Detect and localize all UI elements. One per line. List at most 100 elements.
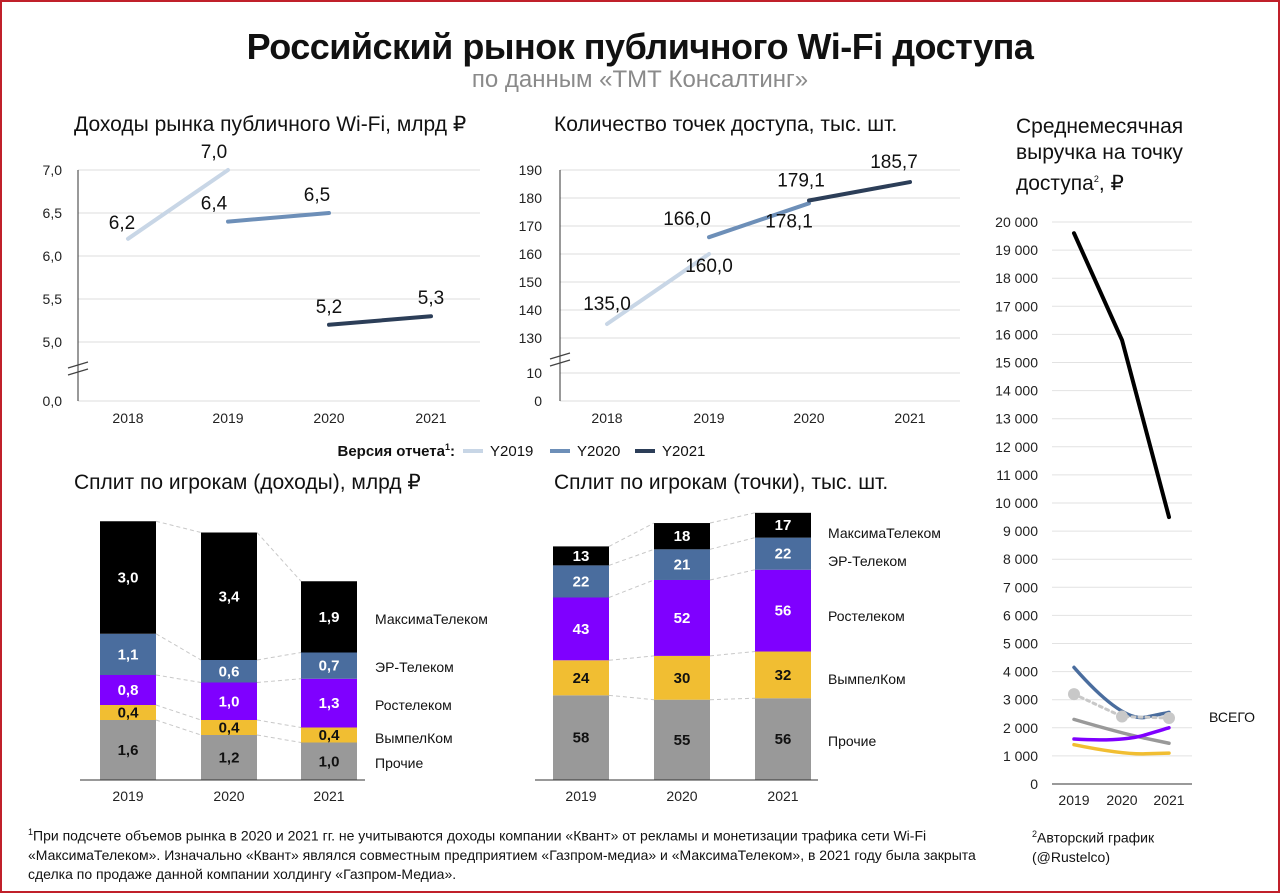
bar-segment-прочие bbox=[301, 742, 357, 780]
bar-segment-ростелеком bbox=[301, 678, 357, 728]
legend-title: Версия отчета1: bbox=[337, 442, 455, 460]
y-tick-label: 18 000 bbox=[995, 270, 1038, 286]
y-tick-label: 9 000 bbox=[1003, 523, 1038, 539]
bar-connector bbox=[256, 678, 302, 683]
bar-connector bbox=[256, 719, 302, 728]
page-title: Российский рынок публичного Wi-Fi доступ… bbox=[246, 26, 1034, 67]
bar-segment-эр-телеком bbox=[100, 633, 156, 675]
bar-segment-эр-телеком bbox=[654, 549, 710, 580]
series-line-y2019 bbox=[126, 168, 230, 241]
x-tick-label: 2019 bbox=[693, 410, 724, 426]
bar-connector bbox=[709, 651, 756, 657]
footnote-2-text: Авторский график bbox=[1037, 829, 1155, 846]
revenue-chart-title: Доходы рынка публичного Wi-Fi, млрд ₽ bbox=[74, 113, 467, 136]
bar-label: 1,3 bbox=[319, 695, 340, 712]
series-point-total bbox=[1163, 711, 1175, 724]
y-tick-label: 6 000 bbox=[1003, 607, 1038, 623]
bar-segment-ростелеком bbox=[654, 579, 710, 656]
y-tick-label: 130 bbox=[519, 330, 543, 346]
arpu-chart-title: Среднемесячная выручка на точку доступа2… bbox=[1016, 114, 1256, 197]
x-tick-label: 2018 bbox=[591, 410, 622, 426]
y-tick-label: 17 000 bbox=[995, 298, 1038, 314]
bar-label: 1,6 bbox=[118, 742, 139, 759]
bar-connector bbox=[155, 704, 202, 721]
axis-break-mark bbox=[549, 359, 571, 367]
bar-connector bbox=[155, 674, 202, 683]
y-tick-label: 0,0 bbox=[43, 393, 63, 409]
series-label-ростелеком: Ростелеком bbox=[828, 608, 905, 624]
data-label: 6,5 bbox=[304, 185, 330, 206]
series-line-y2021 bbox=[327, 314, 433, 327]
series-point-total bbox=[1116, 710, 1128, 723]
y-tick-label: 190 bbox=[519, 162, 543, 178]
legend-title-tail: : bbox=[450, 443, 455, 460]
bar-label: 13 bbox=[573, 548, 590, 565]
x-tick-label: 2020 bbox=[1106, 792, 1137, 808]
y-tick-label: 14 000 bbox=[995, 383, 1038, 399]
y-tick-label: 3 000 bbox=[1003, 692, 1038, 708]
bar-connector bbox=[709, 697, 756, 701]
bar-segment-эр-телеком bbox=[755, 537, 811, 570]
x-tick-label: 2018 bbox=[112, 410, 143, 426]
series-line-максимателеком bbox=[1072, 231, 1171, 520]
series-line-y2020 bbox=[707, 201, 811, 240]
y-tick-label: 1 000 bbox=[1003, 748, 1038, 764]
bar-connector bbox=[256, 532, 302, 582]
series-label-ростелеком: Ростелеком bbox=[375, 697, 452, 713]
legend-item-y2020: Y2020 bbox=[577, 443, 620, 460]
legend-title-text: Версия отчета bbox=[337, 443, 445, 460]
bar-segment-прочие bbox=[100, 720, 156, 780]
bar-label: 1,1 bbox=[118, 646, 139, 663]
bar-label: 1,0 bbox=[319, 753, 340, 770]
points-split-title: Сплит по игрокам (точки), тыс. шт. bbox=[554, 471, 889, 494]
bar-segment-ростелеком bbox=[755, 569, 811, 652]
footnote-2-handle: (@Rustelco) bbox=[1032, 848, 1111, 865]
x-tick-label: 2019 bbox=[565, 788, 596, 804]
series-line-y2021 bbox=[807, 180, 912, 203]
bar-segment-максимателеком bbox=[201, 532, 257, 660]
series-label-эр-телеком: ЭР-Телеком bbox=[375, 659, 454, 675]
series-label-максимателеком: МаксимаТелеком bbox=[375, 611, 488, 627]
bar-segment-прочие bbox=[755, 698, 811, 780]
bar-label: 3,0 bbox=[118, 570, 139, 587]
bar-segment-максимателеком bbox=[100, 521, 156, 634]
bar-label: 21 bbox=[674, 557, 691, 574]
data-label: 5,2 bbox=[316, 297, 342, 318]
bar-segment-вымпелком bbox=[755, 651, 811, 699]
data-label: 166,0 bbox=[663, 209, 711, 230]
footnote-2: 2Авторский график (@Rustelco) bbox=[1032, 825, 1262, 867]
bar-segment-максимателеком bbox=[654, 523, 710, 550]
bar-label: 0,4 bbox=[118, 705, 140, 722]
bar-segment-максимателеком bbox=[301, 581, 357, 653]
bar-segment-ростелеком bbox=[100, 675, 156, 705]
bar-label: 0,4 bbox=[219, 720, 241, 737]
data-label: 7,0 bbox=[201, 142, 227, 163]
y-tick-label: 140 bbox=[519, 302, 543, 318]
y-tick-label: 15 000 bbox=[995, 355, 1038, 371]
bar-segment-вымпелком bbox=[553, 660, 609, 696]
x-tick-label: 2021 bbox=[767, 788, 798, 804]
bar-label: 0,4 bbox=[319, 727, 341, 744]
y-tick-label: 6,0 bbox=[43, 248, 63, 264]
bar-segment-эр-телеком bbox=[301, 652, 357, 679]
x-tick-label: 2019 bbox=[1058, 792, 1089, 808]
y-tick-label: 13 000 bbox=[995, 411, 1038, 427]
footnote-2-mark: 2 bbox=[1032, 829, 1038, 839]
bar-segment-прочие bbox=[654, 699, 710, 780]
bar-connector bbox=[155, 520, 202, 533]
y-tick-label: 20 000 bbox=[995, 214, 1038, 230]
x-tick-label: 2020 bbox=[213, 788, 244, 804]
arpu-title-footnote-mark: 2 bbox=[1093, 174, 1099, 184]
bar-connector bbox=[608, 548, 655, 566]
bar-connector bbox=[709, 537, 756, 550]
x-tick-label: 2021 bbox=[894, 410, 925, 426]
series-label-вымпелком: ВымпелКом bbox=[828, 671, 906, 687]
series-label-эр-телеком: ЭР-Телеком bbox=[828, 553, 907, 569]
series-label-вымпелком: ВымпелКом bbox=[375, 730, 453, 746]
y-tick-label: 0 bbox=[1030, 776, 1038, 792]
bar-segment-вымпелком bbox=[654, 655, 710, 700]
footnote-1-text: При подсчете объемов рынка в 2020 и 2021… bbox=[28, 827, 976, 882]
data-label: 5,3 bbox=[418, 288, 444, 309]
y-tick-label: 7,0 bbox=[43, 162, 63, 178]
